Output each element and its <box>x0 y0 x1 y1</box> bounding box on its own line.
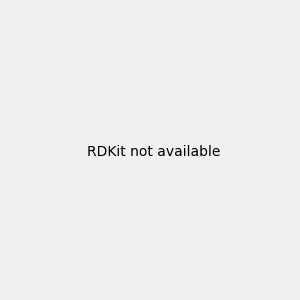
Text: RDKit not available: RDKit not available <box>87 145 220 158</box>
